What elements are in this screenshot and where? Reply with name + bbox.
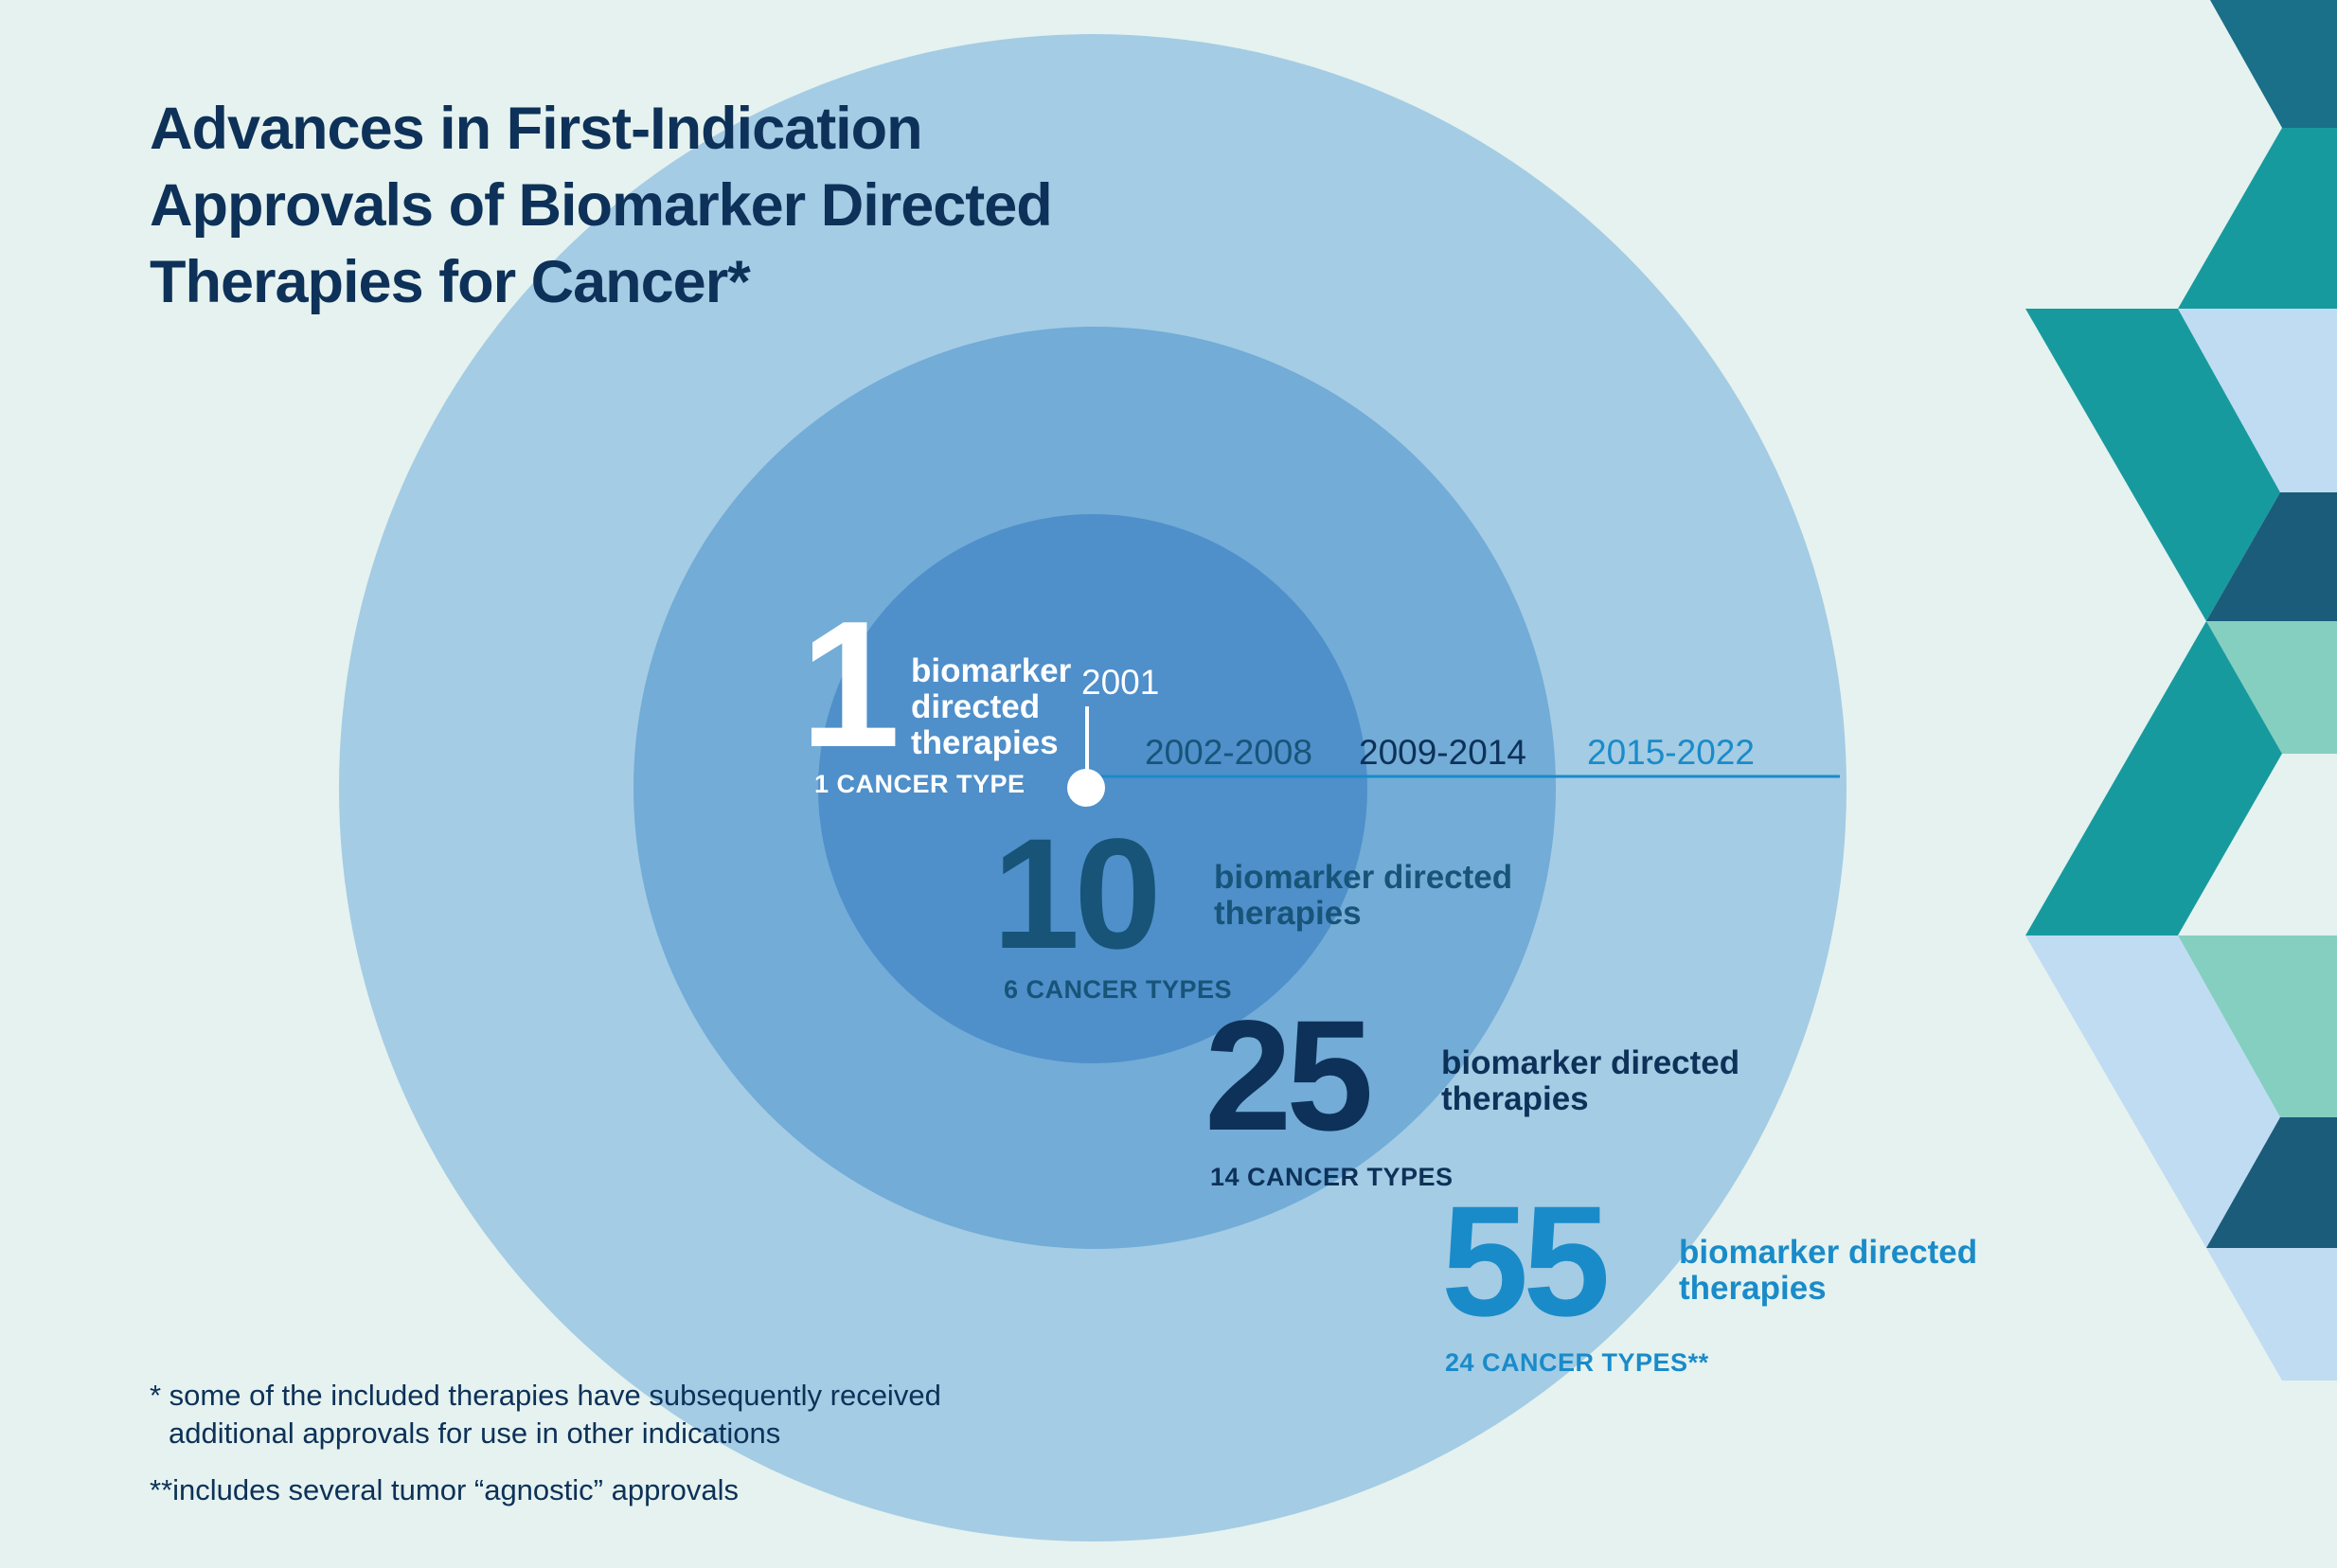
stage-3-count: 25 — [1204, 989, 1374, 1164]
title-line-3: Therapies for Cancer* — [150, 249, 751, 315]
stage-2-desc-line-1: biomarker directed — [1214, 859, 1513, 896]
footnote-1-line-2: additional approvals for use in other in… — [169, 1417, 781, 1450]
period-label-1: 2002-2008 — [1145, 733, 1312, 772]
stage-1-description: biomarker directed therapies — [911, 653, 1071, 761]
stage-2-desc-line-2: therapies — [1214, 895, 1362, 932]
decorative-chevrons — [2025, 0, 2337, 1381]
stage-2-count: 10 — [992, 807, 1162, 982]
stage-4-description: biomarker directed therapies — [1679, 1235, 1977, 1307]
stage-1-desc-line-2: directed — [911, 688, 1041, 725]
timeline-start-label: 2001 — [1081, 663, 1160, 702]
title-line-1: Advances in First-Indication — [150, 96, 923, 162]
stage-1-cancer-types: 1 CANCER TYPE — [814, 770, 1026, 798]
stage-4-desc-line-1: biomarker directed — [1679, 1234, 1978, 1271]
period-label-3: 2015-2022 — [1587, 733, 1755, 772]
stage-3-desc-line-1: biomarker directed — [1441, 1044, 1740, 1081]
stage-2-cancer-types: 6 CANCER TYPES — [1004, 975, 1233, 1004]
stage-1-desc-line-1: biomarker — [911, 652, 1072, 689]
stage-4-count: 55 — [1441, 1174, 1611, 1349]
period-label-2: 2009-2014 — [1359, 733, 1526, 772]
stage-3-desc-line-2: therapies — [1441, 1080, 1589, 1117]
stage-1-count: 1 — [800, 584, 901, 785]
page-title: Advances in First-Indication Approvals o… — [150, 91, 1144, 321]
footnote-1-line-1: * some of the included therapies have su… — [150, 1379, 941, 1412]
stage-3-description: biomarker directed therapies — [1441, 1045, 1739, 1117]
stage-4-cancer-types: 24 CANCER TYPES** — [1445, 1348, 1709, 1377]
stage-4-desc-line-2: therapies — [1679, 1270, 1827, 1307]
stage-3-cancer-types: 14 CANCER TYPES — [1210, 1163, 1454, 1191]
timeline-start-dot — [1067, 769, 1105, 807]
footnote-1: * some of the included therapies have su… — [150, 1377, 941, 1452]
stage-2-description: biomarker directed therapies — [1214, 860, 1512, 932]
title-line-2: Approvals of Biomarker Directed — [150, 172, 1053, 239]
footnote-2: **includes several tumor “agnostic” appr… — [150, 1473, 740, 1506]
stage-1-desc-line-3: therapies — [911, 724, 1059, 761]
